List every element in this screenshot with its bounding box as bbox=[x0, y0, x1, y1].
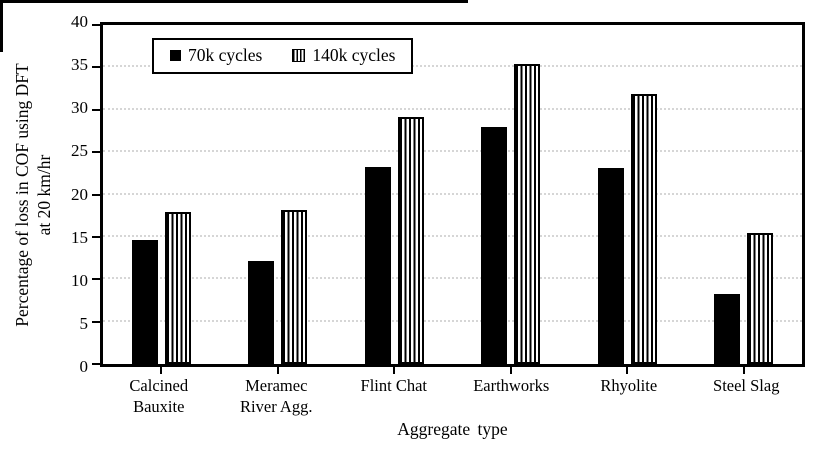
gridline bbox=[103, 277, 802, 280]
bar-striped-140k bbox=[281, 210, 308, 364]
y-axis-tick bbox=[92, 278, 100, 281]
legend-marker-striped-icon bbox=[292, 49, 306, 62]
category-label: Rhyolite bbox=[600, 376, 658, 395]
bar-pair bbox=[220, 210, 337, 364]
bar-group bbox=[336, 25, 453, 374]
bar-pair bbox=[103, 212, 220, 364]
y-axis-tick bbox=[92, 320, 100, 323]
y-tick-label: 40 bbox=[71, 12, 88, 31]
y-tick-label: 30 bbox=[71, 98, 88, 118]
bar-pair bbox=[686, 233, 803, 364]
bar-pair bbox=[453, 64, 570, 364]
category-label: Flint Chat bbox=[360, 376, 427, 395]
x-axis-tick bbox=[509, 367, 512, 374]
y-tick-label: 25 bbox=[71, 141, 88, 161]
bar-pair bbox=[569, 94, 686, 364]
bar-groups bbox=[103, 25, 803, 374]
y-tick-label: 0 bbox=[79, 357, 89, 376]
y-axis-tick bbox=[92, 24, 100, 26]
y-axis-tick bbox=[92, 363, 100, 365]
cropped-border-artifact-top bbox=[0, 0, 468, 3]
bar-striped-140k bbox=[630, 94, 657, 364]
bar-solid-70k bbox=[714, 294, 741, 364]
bar-solid-70k bbox=[597, 168, 624, 364]
bar-striped-140k bbox=[514, 64, 541, 364]
bar-solid-70k bbox=[248, 261, 275, 364]
plot-area: 70k cycles 140k cycles bbox=[92, 22, 805, 374]
y-tick-label: 5 bbox=[79, 313, 89, 333]
x-axis-category-labels: Calcined Bauxite Meramec River Agg. Flint … bbox=[100, 375, 805, 417]
gridline bbox=[103, 150, 802, 153]
category-label: Calcined Bauxite bbox=[129, 376, 189, 416]
y-tick-label: 15 bbox=[71, 227, 88, 247]
bar-group bbox=[220, 25, 337, 374]
legend-label: 70k cycles bbox=[188, 45, 263, 65]
x-axis-tick bbox=[160, 367, 163, 374]
category-label: Earthworks bbox=[473, 376, 550, 395]
y-axis-tick bbox=[92, 108, 100, 111]
gridline bbox=[103, 234, 802, 237]
gridline bbox=[103, 65, 802, 68]
x-axis-tick bbox=[742, 367, 745, 374]
y-axis-tick bbox=[92, 66, 100, 69]
bar-solid-70k bbox=[131, 240, 158, 364]
bar-solid-70k bbox=[364, 167, 391, 364]
bar-group bbox=[569, 25, 686, 374]
gridline bbox=[103, 192, 802, 195]
bar-striped-140k bbox=[747, 233, 774, 364]
bar-group bbox=[103, 25, 220, 374]
x-axis-tick bbox=[276, 367, 279, 374]
y-tick-label: 10 bbox=[71, 270, 88, 290]
x-axis-tick bbox=[393, 367, 396, 374]
y-axis-tick bbox=[92, 151, 100, 154]
legend: 70k cycles 140k cycles bbox=[152, 38, 414, 74]
y-axis-title-line1: Percentage of loss in COF using DFT bbox=[12, 63, 32, 327]
bar-group bbox=[453, 25, 570, 374]
y-tick-label: 20 bbox=[71, 184, 88, 204]
y-axis-tick bbox=[92, 235, 100, 238]
legend-label: 140k cycles bbox=[312, 45, 396, 65]
category-label: Steel Slag bbox=[713, 376, 780, 395]
gridline bbox=[103, 107, 802, 110]
y-tick-label: 35 bbox=[71, 55, 88, 75]
cropped-border-artifact-left bbox=[0, 0, 3, 52]
gridline bbox=[103, 319, 802, 322]
bar-solid-70k bbox=[481, 127, 508, 364]
category-label: Meramec River Agg. bbox=[240, 376, 313, 416]
bar-group bbox=[686, 25, 803, 374]
x-axis-tick bbox=[626, 367, 629, 374]
x-axis-title: Aggregate type bbox=[397, 419, 508, 439]
legend-item: 140k cycles bbox=[292, 45, 395, 66]
bar-pair bbox=[336, 117, 453, 364]
legend-item: 70k cycles bbox=[170, 45, 262, 66]
y-axis-tick bbox=[92, 193, 100, 196]
bar-striped-140k bbox=[164, 212, 191, 364]
bar-striped-140k bbox=[397, 117, 424, 364]
legend-marker-solid-icon bbox=[170, 50, 181, 61]
